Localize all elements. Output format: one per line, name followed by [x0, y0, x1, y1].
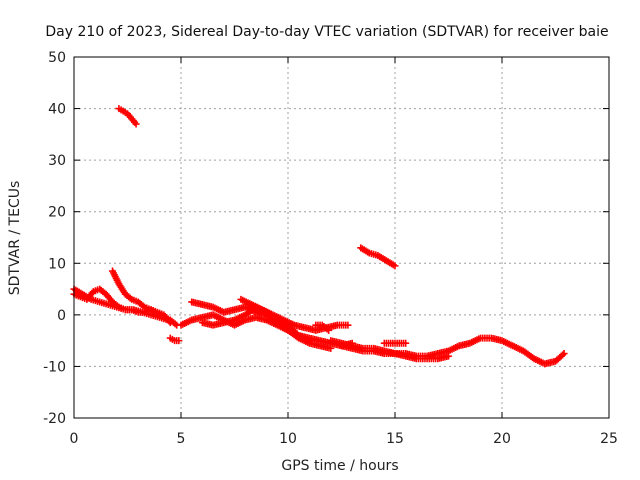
y-tick-label: 50	[48, 50, 66, 66]
data-point	[305, 337, 313, 345]
plot-frame	[73, 56, 610, 419]
data-series	[70, 285, 172, 324]
x-tick-label: 25	[600, 431, 618, 447]
data-point	[327, 344, 335, 352]
data-point	[175, 337, 183, 345]
x-axis-label: GPS time / hours	[281, 458, 398, 474]
data-series	[380, 339, 410, 347]
data-series	[109, 267, 174, 327]
data-series	[237, 295, 352, 334]
x-tick-label: 15	[386, 431, 404, 447]
x-tick-label: 5	[177, 431, 186, 447]
data-point	[445, 352, 452, 360]
data-point	[166, 319, 174, 327]
axis-ticks: 0 5 10 15 20 25 -20 -10 0 10 20 30 40 50	[43, 50, 618, 447]
data-series	[198, 303, 313, 345]
x-tick-label: 0	[70, 431, 79, 447]
data-point	[325, 326, 333, 334]
y-tick-label: 20	[48, 205, 66, 221]
y-tick-label: -20	[43, 411, 66, 427]
y-tick-label: -10	[43, 359, 66, 375]
data-series	[357, 244, 399, 270]
y-axis-label: SDTVAR / TECUs	[7, 181, 23, 296]
y-tick-label: 0	[57, 308, 66, 324]
data-points	[70, 105, 568, 368]
data-point	[132, 120, 140, 128]
y-tick-label: 40	[48, 102, 66, 118]
x-tick-label: 10	[279, 431, 297, 447]
x-tick-label: 20	[493, 431, 511, 447]
data-point	[559, 351, 567, 359]
data-series	[115, 105, 140, 128]
data-series	[338, 342, 452, 363]
data-series	[166, 334, 183, 345]
y-tick-label: 10	[48, 256, 66, 272]
data-point	[560, 350, 568, 358]
data-point	[344, 321, 352, 329]
grid	[74, 57, 609, 418]
y-tick-label: 30	[48, 153, 66, 169]
data-series	[312, 321, 333, 334]
chart-title: Day 210 of 2023, Sidereal Day-to-day VTE…	[45, 24, 608, 40]
data-point	[391, 262, 399, 270]
data-point	[402, 339, 410, 347]
